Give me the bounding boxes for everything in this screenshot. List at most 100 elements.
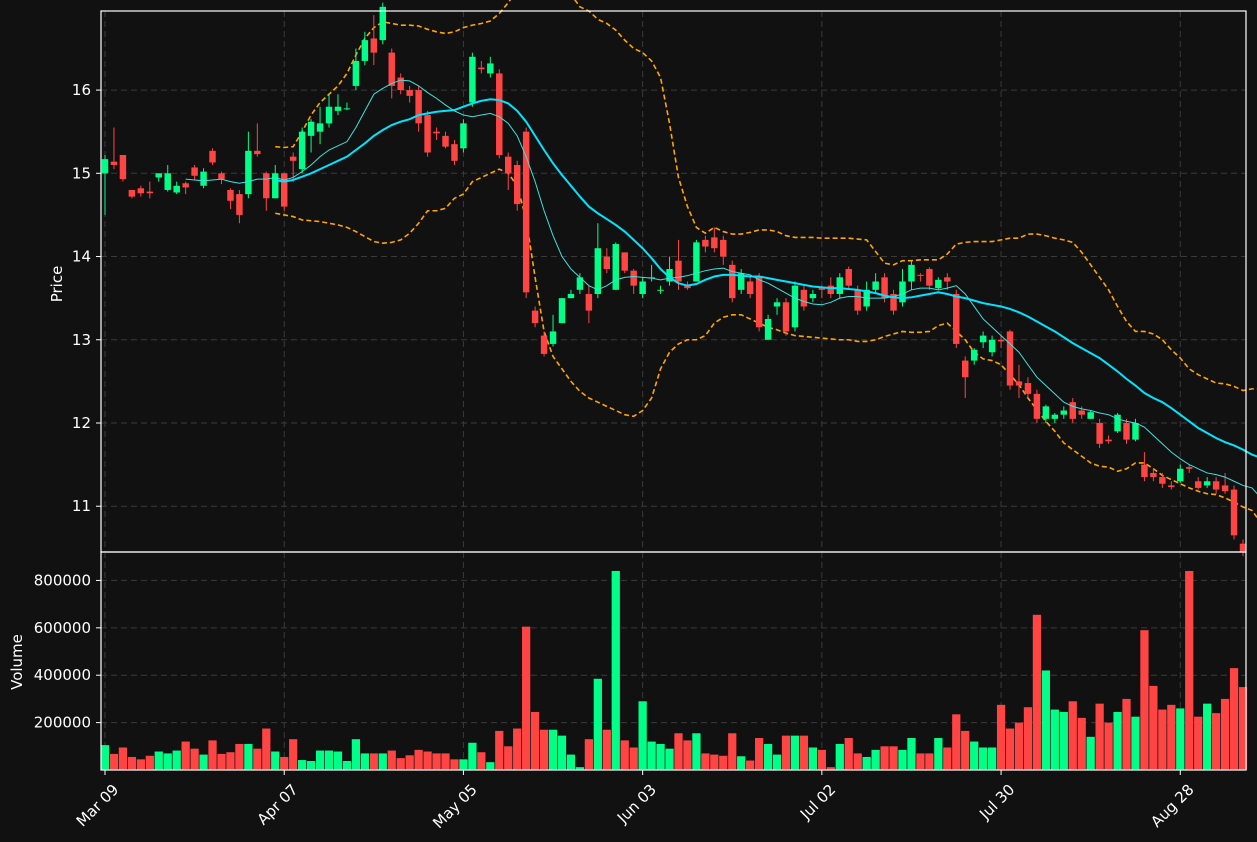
candle-body [827, 285, 835, 294]
candle-body [540, 335, 548, 354]
candle-body [155, 173, 162, 178]
candle-body [370, 38, 378, 53]
volume-bar [638, 701, 647, 770]
candle-body [1060, 410, 1068, 415]
candle-body [1078, 410, 1085, 415]
volume-bar [737, 756, 746, 770]
candle-body [1132, 422, 1139, 440]
candle-body [854, 289, 861, 311]
candle [424, 110, 431, 157]
candle [1177, 464, 1184, 483]
candle [1150, 468, 1157, 482]
candle-body [451, 144, 458, 161]
volume-bar [1238, 687, 1248, 770]
volume-bar [584, 739, 593, 770]
volume-bar [324, 750, 334, 770]
candle-body [245, 150, 252, 195]
candle [1060, 406, 1068, 419]
candle-body [101, 159, 109, 174]
price-grid [101, 11, 1246, 552]
volume-bar [405, 755, 414, 770]
candle-body [1159, 477, 1166, 484]
candle [1221, 472, 1229, 494]
candle [961, 356, 969, 399]
volume-bar [1095, 703, 1104, 770]
candle-body [764, 318, 772, 340]
candle [397, 73, 404, 95]
volume-bar [1086, 736, 1095, 770]
volume-bar [862, 756, 871, 770]
candle [227, 188, 234, 210]
candle [988, 335, 996, 357]
volume-bar [172, 750, 181, 770]
candle [800, 285, 808, 311]
volume-bar [683, 740, 692, 770]
volume-bar [1167, 704, 1176, 770]
candle-body [200, 171, 207, 186]
candle [352, 48, 360, 91]
moving-averages [185, 79, 1257, 495]
volume-bar [378, 753, 387, 770]
volume-bar [136, 759, 145, 770]
volume-bar [199, 754, 208, 770]
volume-bar [790, 735, 800, 770]
volume-bar [952, 714, 961, 770]
candle-body [737, 273, 745, 290]
volume-bar [970, 741, 979, 770]
candle-body [621, 252, 628, 271]
candle-body [1087, 412, 1094, 419]
candle-body [289, 156, 297, 161]
volume-bar [298, 760, 307, 770]
candle-body [567, 293, 575, 299]
volume-bar [289, 739, 298, 770]
volume-bar [208, 740, 217, 770]
volume-bar [1194, 716, 1203, 770]
candle-body [1051, 414, 1059, 419]
volume-panel: 200000 400000 600000 800000 Volume [8, 551, 1248, 771]
volume-bar [602, 729, 611, 770]
candle [325, 94, 333, 128]
candle [755, 273, 763, 332]
volume-bar [701, 753, 710, 770]
candle [935, 277, 942, 290]
volume-bar [495, 730, 504, 770]
candle-body [594, 248, 602, 294]
candle-body [1221, 485, 1229, 492]
volume-bar [441, 753, 450, 770]
volume-bar [871, 749, 880, 770]
volume-bar [477, 752, 486, 770]
candle-body [890, 293, 897, 311]
candle [576, 273, 584, 294]
candle [137, 185, 145, 197]
candle [872, 273, 879, 294]
volume-bar [351, 739, 361, 770]
candle [531, 306, 539, 328]
candle-body [1239, 543, 1247, 552]
candle-body [361, 40, 369, 61]
volume-bar [1041, 670, 1050, 770]
volume-bar [486, 762, 495, 770]
volume-bar [844, 738, 853, 770]
volume-bar [1005, 728, 1015, 770]
volume-bar [145, 755, 154, 770]
candle-body [478, 67, 485, 70]
lower-band-line [275, 168, 1257, 519]
volume-bar [772, 754, 782, 770]
candle-body [379, 6, 387, 41]
volume-bar [557, 735, 567, 770]
candle [406, 85, 413, 103]
volume-bar [387, 750, 396, 770]
candle-body [899, 281, 906, 303]
volume-bar [575, 767, 585, 770]
candle-body [424, 115, 431, 153]
volume-bar [746, 760, 755, 770]
candle [666, 256, 673, 286]
volume-bar [916, 753, 925, 770]
candle-body [944, 277, 951, 282]
candle [585, 285, 593, 324]
candle-body [236, 194, 243, 215]
volume-bar [889, 746, 898, 770]
volume-bar [1185, 570, 1194, 770]
candle-body [979, 335, 987, 343]
candle [549, 314, 557, 347]
